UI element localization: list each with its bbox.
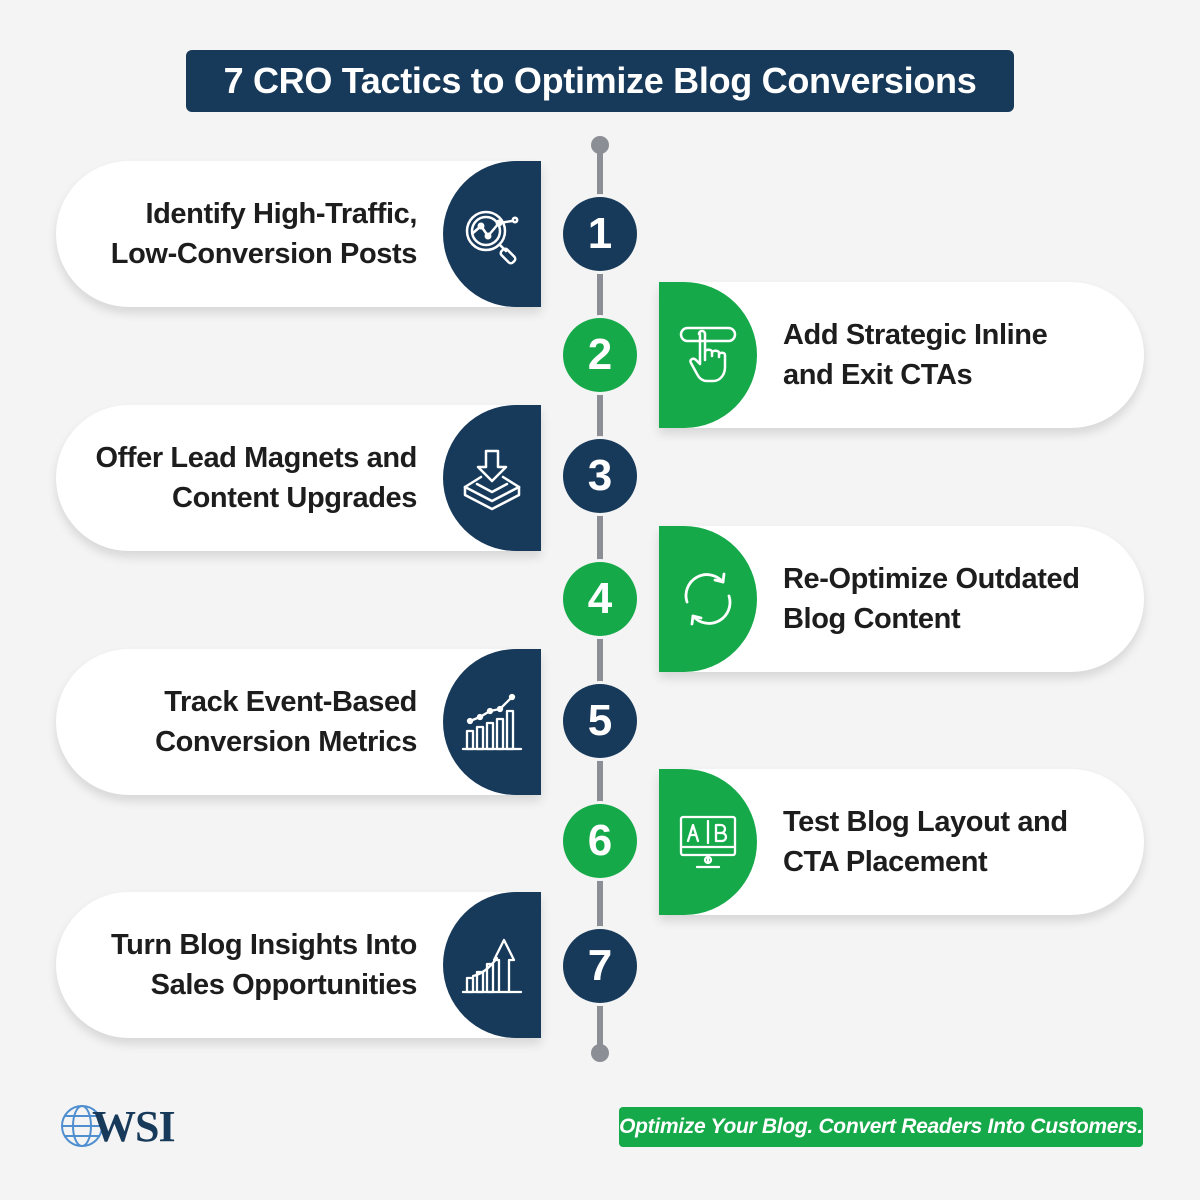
magnifier-chart-icon: [465, 210, 519, 265]
step-3-text: Offer Lead Magnets and Content Upgrades: [67, 405, 417, 551]
step-5-title-line2: Conversion Metrics: [155, 726, 417, 758]
refresh-icon: [684, 572, 732, 626]
logo-text: WSI: [92, 1101, 176, 1151]
step-3-card: Offer Lead Magnets and Content Upgrades: [56, 405, 541, 551]
step-1-icon-tab: [443, 161, 541, 307]
step-2-number: 2: [563, 318, 637, 392]
step-5-card: Track Event-Based Conversion Metrics: [56, 649, 541, 795]
step-3-number: 3: [563, 439, 637, 513]
step-7-icon-tab: [443, 892, 541, 1038]
step-1-title-line1: Identify High-Traffic,: [145, 198, 417, 230]
page-title: 7 CRO Tactics to Optimize Blog Conversio…: [223, 60, 977, 101]
step-2-text: Add Strategic Inline and Exit CTAs: [783, 282, 1123, 428]
step-6-icon-tab: [659, 769, 757, 915]
ab-test-monitor-icon: [679, 815, 737, 869]
step-7-text: Turn Blog Insights Into Sales Opportunit…: [67, 892, 417, 1038]
title-banner: 7 CRO Tactics to Optimize Blog Conversio…: [186, 50, 1014, 112]
step-5-title-line1: Track Event-Based: [164, 686, 417, 718]
step-6-number: 6: [563, 804, 637, 878]
globe-icon: [61, 1105, 103, 1147]
step-2-card: Add Strategic Inline and Exit CTAs: [659, 282, 1144, 428]
step-6-text: Test Blog Layout and CTA Placement: [783, 769, 1123, 915]
hand-click-button-icon: [679, 326, 737, 383]
step-3-title-line1: Offer Lead Magnets and: [95, 442, 417, 474]
timeline-end-dot: [591, 1044, 609, 1062]
download-tray-icon: [463, 449, 521, 511]
step-2-icon-tab: [659, 282, 757, 428]
step-5-text: Track Event-Based Conversion Metrics: [67, 649, 417, 795]
step-7-title-line2: Sales Opportunities: [150, 969, 418, 1001]
step-5-number: 5: [563, 684, 637, 758]
step-7-card: Turn Blog Insights Into Sales Opportunit…: [56, 892, 541, 1038]
step-6-card: Test Blog Layout and CTA Placement: [659, 769, 1144, 915]
step-1-number: 1: [563, 197, 637, 271]
step-7-title-line1: Turn Blog Insights Into: [111, 929, 417, 961]
step-2-title-line2: and Exit CTAs: [783, 359, 973, 391]
step-5-icon-tab: [443, 649, 541, 795]
bar-chart-trend-icon: [461, 693, 523, 751]
step-4-text: Re-Optimize Outdated Blog Content: [783, 526, 1123, 672]
step-6-title-line1: Test Blog Layout and: [783, 806, 1068, 838]
step-7-number: 7: [563, 929, 637, 1003]
step-1-text: Identify High-Traffic, Low-Conversion Po…: [67, 161, 418, 307]
tagline-text: Optimize Your Blog. Convert Readers Into…: [619, 1115, 1143, 1138]
step-2-title-line1: Add Strategic Inline: [783, 319, 1048, 351]
step-4-number: 4: [563, 562, 637, 636]
step-3-icon-tab: [443, 405, 541, 551]
step-1-title-line2: Low-Conversion Posts: [110, 238, 418, 270]
wsi-logo: WSI: [58, 1101, 182, 1151]
step-4-card: Re-Optimize Outdated Blog Content: [659, 526, 1144, 672]
step-6-title-line2: CTA Placement: [783, 846, 988, 878]
step-3-title-line2: Content Upgrades: [172, 482, 417, 514]
timeline-start-dot: [591, 136, 609, 154]
step-4-icon-tab: [659, 526, 757, 672]
growth-arrow-chart-icon: [461, 938, 523, 994]
tagline-banner: Optimize Your Blog. Convert Readers Into…: [619, 1107, 1143, 1147]
step-4-title-line2: Blog Content: [783, 603, 961, 635]
step-4-title-line1: Re-Optimize Outdated: [783, 563, 1080, 595]
step-1-card: Identify High-Traffic, Low-Conversion Po…: [56, 161, 541, 307]
